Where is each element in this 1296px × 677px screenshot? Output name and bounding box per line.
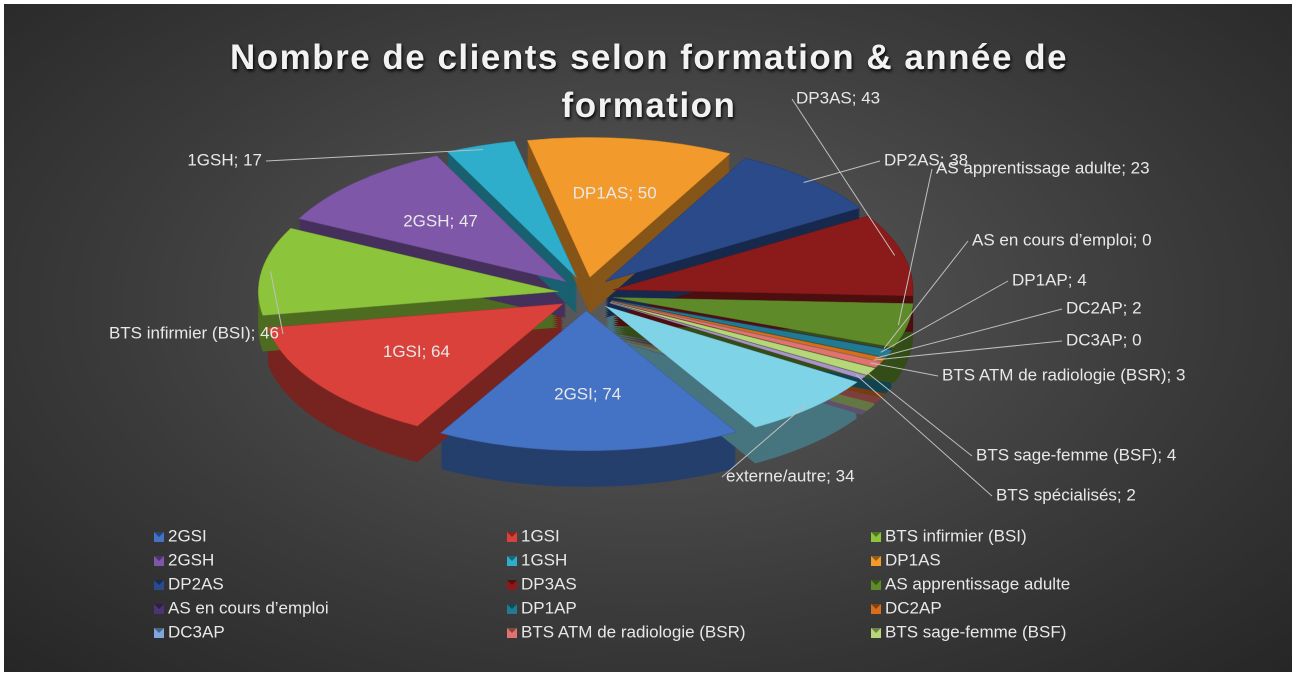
slice [258,227,559,316]
legend-marker-shade [507,580,517,585]
legend-label: DC3AP [168,622,225,641]
slice [605,305,858,428]
data-label: BTS ATM de radiologie (BSR); 3 [942,365,1185,384]
leader-line [873,340,1063,361]
legend-marker-shade [154,580,164,585]
legend-marker-shade [154,556,164,561]
legend-label: AS en cours d’emploi [168,598,329,617]
chart-title: Nombre de clients selon formation & anné… [229,38,1069,125]
data-label: AS apprentissage adulte; 23 [936,158,1150,177]
legend-marker-shade [154,532,164,537]
data-label: 2GSI; 74 [554,384,621,403]
leader-line [880,280,1009,353]
slice [526,137,731,278]
legend-label: 1GSI [521,526,560,545]
legend-marker-shade [154,628,164,633]
data-label: DP2AS; 38 [884,150,968,169]
legend-marker-shade [871,532,881,537]
chart-canvas: 2GSI; 74 1GSI; 64 BTS infirmier (BSI); 46 2… [109,88,1186,641]
slice [609,302,867,380]
legend-marker-shade [871,628,881,633]
leader-line [883,240,969,349]
legend-label: BTS sage-femme (BSF) [885,622,1066,641]
legend-label: BTS ATM de radiologie (BSR) [521,622,746,641]
legend-marker-shade [507,604,517,609]
legend-label: DP2AS [168,574,224,593]
slice [613,215,914,297]
data-label: 1GSI; 64 [383,342,450,361]
leader-line [875,308,1063,359]
legend-marker-shade [871,556,881,561]
data-label: DP3AS; 43 [796,88,880,107]
legend-label: 2GSI [168,526,207,545]
legend-marker-shade [871,604,881,609]
data-label: BTS sage-femme (BSF); 4 [976,445,1176,464]
data-label: AS en cours d’emploi; 0 [972,230,1152,249]
slice [611,300,886,363]
leader-line [897,168,933,326]
legend-label: DP1AS [885,550,941,569]
leader-line [265,149,484,162]
slice [439,310,737,452]
leader-line [721,404,807,478]
legend-label: 2GSH [168,550,214,569]
slice [267,303,564,427]
legend-label: 1GSH [521,550,567,569]
legend-label: BTS infirmier (BSI) [885,526,1027,545]
legend-marker-shade [507,556,517,561]
data-label: BTS spécialisés; 2 [996,485,1136,504]
leader-line [870,362,939,377]
legend-marker-shade [507,628,517,633]
slice [298,155,568,283]
data-label: DP1AS; 50 [573,184,657,203]
data-label: DC3AP; 0 [1066,330,1142,349]
leader-line [856,374,993,497]
legend-label: DC2AP [885,598,942,617]
legend-marker-shade [871,580,881,585]
leader-line [270,271,284,335]
slice [613,297,914,348]
data-label: BTS infirmier (BSI); 46 [109,323,279,342]
legend-label: DP1AP [521,598,577,617]
slice-side [611,337,882,398]
data-label: 2GSH; 47 [403,211,478,230]
leader-line [791,98,896,256]
data-label: DP1AP; 4 [1012,270,1087,289]
legend-marker-shade [507,532,517,537]
slice [611,300,893,358]
chart: 2GSI; 74 1GSI; 64 BTS infirmier (BSI); 46 2… [4,4,1292,672]
data-label: externe/autre; 34 [726,466,855,485]
leader-line [803,160,881,183]
legend-label: AS apprentissage adulte [885,574,1070,593]
data-label: 1GSH; 17 [187,150,262,169]
leader-line [862,369,973,457]
slice [604,157,861,282]
data-label: DC2AP; 2 [1066,298,1142,317]
legend-label: DP3AS [521,574,577,593]
slice [610,302,876,376]
legend-marker-shade [154,604,164,609]
